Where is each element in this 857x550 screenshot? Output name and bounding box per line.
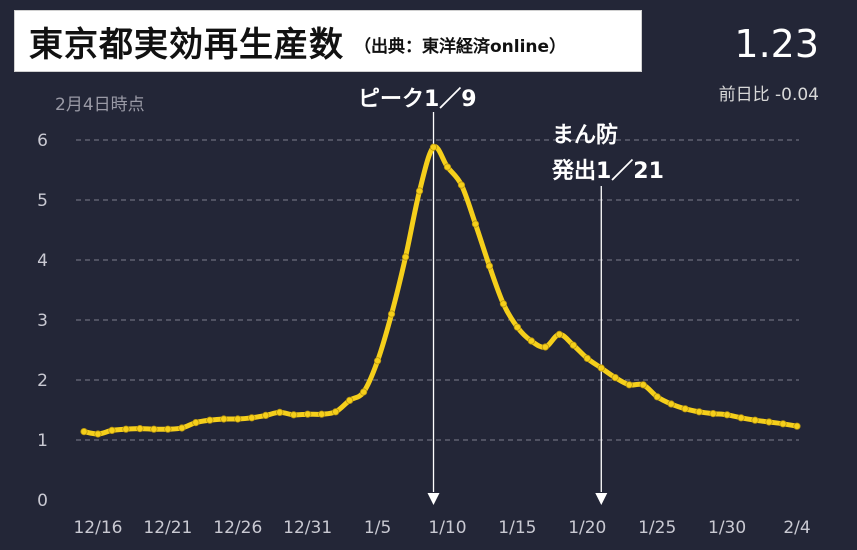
series-line <box>81 144 800 437</box>
y-tick-label: 0 <box>37 491 48 511</box>
data-point <box>332 408 340 416</box>
data-point <box>625 381 633 389</box>
emergency-annotation-line2: 発出1／21 <box>552 159 664 184</box>
data-point <box>639 381 647 389</box>
data-point <box>234 415 242 423</box>
data-point <box>723 411 731 419</box>
x-tick-label: 1/5 <box>364 518 391 538</box>
data-point <box>793 422 801 430</box>
x-tick-label: 2/4 <box>783 518 810 538</box>
as-of-date: 2月4日時点 <box>55 95 145 115</box>
data-point <box>178 424 186 432</box>
data-point <box>346 396 354 404</box>
day-over-day-change: 前日比 -0.04 <box>718 85 819 105</box>
data-point <box>192 418 200 427</box>
data-point <box>304 410 312 418</box>
data-point <box>164 425 172 433</box>
data-point <box>387 310 396 318</box>
data-point <box>583 354 591 362</box>
annotation-arrow <box>595 493 608 505</box>
data-point <box>206 416 214 424</box>
data-points <box>80 143 801 438</box>
x-tick-label: 12/16 <box>73 518 122 538</box>
data-point <box>499 300 508 308</box>
x-tick-label: 1/25 <box>638 518 676 538</box>
data-point <box>527 337 535 345</box>
data-point <box>429 143 438 151</box>
data-point <box>765 418 773 426</box>
data-point <box>248 414 256 422</box>
annotation-arrow <box>427 493 440 505</box>
data-point <box>597 364 605 372</box>
data-point <box>318 410 326 418</box>
y-tick-label: 4 <box>37 251 48 271</box>
data-point <box>108 426 116 434</box>
x-tick-label: 1/20 <box>568 518 606 538</box>
data-point <box>150 425 158 433</box>
data-point <box>695 408 703 416</box>
y-axis-ticks: 0 1 2 3 4 5 6 <box>37 131 48 511</box>
x-tick-label: 1/10 <box>428 518 466 538</box>
title-box: 東京都実効再生産数 （出典：東洋経済online） <box>14 10 642 72</box>
data-point <box>555 330 563 338</box>
data-point <box>220 415 228 423</box>
data-point <box>485 262 494 270</box>
y-tick-label: 5 <box>37 191 48 211</box>
grid-lines <box>76 139 799 441</box>
data-point <box>457 181 466 189</box>
emergency-annotation-line1: まん防 <box>552 123 619 148</box>
data-point <box>569 341 577 349</box>
x-tick-label: 1/15 <box>498 518 536 538</box>
x-tick-label: 12/26 <box>213 518 262 538</box>
x-axis-ticks: 12/16 12/21 12/26 12/31 1/5 1/10 1/15 1/20 1/25 1… <box>73 518 810 538</box>
data-point <box>737 414 745 422</box>
data-point <box>262 411 270 419</box>
data-point <box>471 220 480 228</box>
data-point <box>122 425 130 433</box>
data-point <box>276 408 284 416</box>
current-value: 1.23 <box>734 22 819 66</box>
data-point <box>401 253 410 261</box>
peak-annotation: ピーク1／9 <box>358 87 477 112</box>
data-point <box>443 163 452 171</box>
x-tick-label: 12/31 <box>283 518 332 538</box>
data-point <box>290 411 298 419</box>
chart-title: 東京都実効再生産数 <box>29 24 344 65</box>
y-tick-label: 6 <box>37 131 48 151</box>
data-point <box>541 343 549 351</box>
x-tick-label: 1/30 <box>708 518 746 538</box>
data-point <box>667 400 675 408</box>
data-point <box>136 424 144 433</box>
data-point <box>94 430 102 438</box>
data-point <box>360 388 368 396</box>
data-point <box>415 187 424 195</box>
annotation-lines <box>427 112 608 505</box>
data-point <box>681 405 689 413</box>
data-point <box>611 373 619 382</box>
y-tick-label: 1 <box>37 431 48 451</box>
y-tick-label: 3 <box>37 311 48 331</box>
data-point <box>653 393 661 401</box>
y-tick-label: 2 <box>37 371 48 391</box>
data-point <box>751 416 759 424</box>
x-tick-label: 12/21 <box>143 518 192 538</box>
data-point <box>373 357 382 365</box>
data-point <box>80 427 88 436</box>
data-point <box>513 323 521 331</box>
source-note: （出典：東洋経済online） <box>354 36 567 57</box>
data-point <box>709 409 717 418</box>
data-point <box>779 420 787 428</box>
